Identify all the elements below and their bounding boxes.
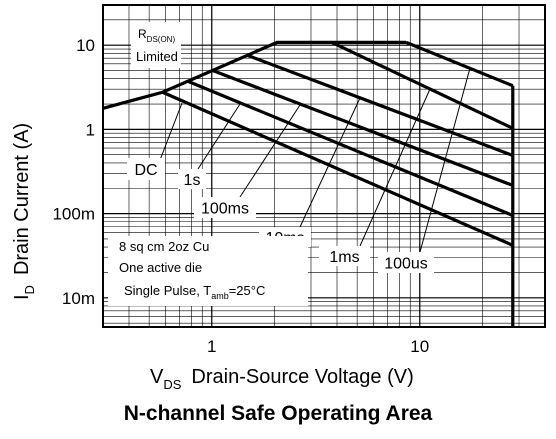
soa-line	[161, 90, 514, 247]
series-label: 100us	[384, 256, 428, 273]
text-part: R	[138, 27, 147, 41]
label-box	[127, 158, 165, 180]
condition-text: One active die	[119, 260, 202, 275]
text-part: I	[11, 294, 33, 300]
x-axis-label: VDS Drain-Source Voltage (V)	[150, 366, 414, 392]
leader-line	[239, 104, 301, 198]
y-tick-label: 10m	[62, 289, 95, 308]
label-box	[178, 169, 206, 189]
leader-line	[299, 97, 361, 228]
text-part: amb	[211, 291, 229, 301]
text-part: Drain Current (A)	[11, 123, 33, 275]
y-tick-label: 10	[76, 36, 95, 55]
text-part: Single Pulse, T	[124, 283, 211, 298]
y-axis-label: ID Drain Current (A)	[11, 123, 37, 300]
rds-label: RDS(ON)	[138, 27, 175, 44]
y-tick-label: 1	[86, 120, 95, 139]
label-box	[319, 246, 370, 266]
text-part: DS(ON)	[147, 35, 176, 44]
label-box	[378, 252, 434, 273]
x-tick-label: 1	[207, 337, 216, 356]
condition-text: Single Pulse, Tamb=25°C	[124, 283, 265, 301]
leader-line	[197, 103, 241, 170]
leader-line	[419, 67, 471, 253]
rds-label: Limited	[136, 49, 178, 64]
leader-line	[159, 102, 183, 161]
soa-line	[405, 40, 514, 88]
series-label: DC	[134, 162, 157, 179]
annotation-box	[108, 236, 308, 306]
soa-line	[102, 40, 407, 110]
x-tick-label: 10	[410, 337, 429, 356]
series-label: 1ms	[329, 249, 359, 266]
annotation-box	[131, 22, 181, 68]
leader-line	[359, 88, 431, 247]
series-label: 1s	[184, 172, 201, 189]
soa-line	[187, 79, 514, 217]
label-box	[194, 197, 256, 218]
y-tick-label: 100m	[52, 205, 95, 224]
text-part: DS	[163, 377, 181, 392]
soa-line	[246, 53, 514, 157]
chart-title: N-channel Safe Operating Area	[124, 402, 433, 425]
text-part: Drain-Source Voltage (V)	[191, 366, 413, 388]
text-part: =25°C	[229, 283, 266, 298]
condition-text: 8 sq cm 2oz Cu	[119, 239, 209, 254]
plot-frame	[102, 4, 546, 328]
series-label: 100ms	[201, 201, 249, 218]
text-part: D	[22, 285, 37, 294]
soa-line	[330, 40, 514, 130]
text-part: V	[150, 366, 164, 388]
soa-line	[212, 69, 514, 187]
